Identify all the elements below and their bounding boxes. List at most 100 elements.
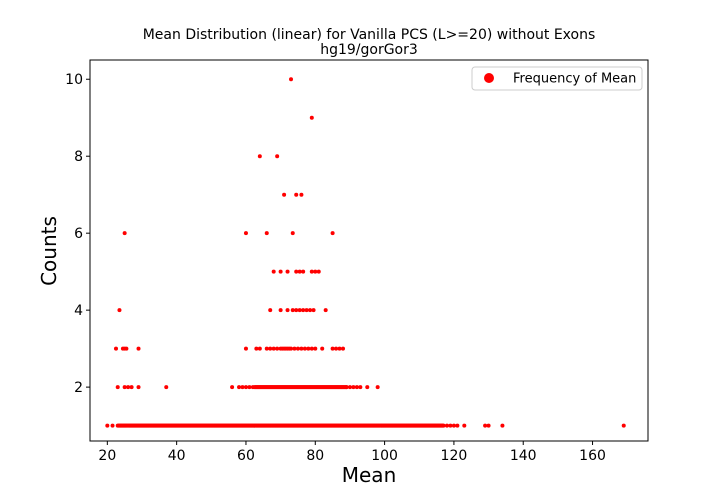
- data-point: [278, 308, 283, 313]
- data-point: [347, 385, 352, 390]
- data-point: [344, 385, 349, 390]
- data-point: [115, 385, 120, 390]
- data-point: [309, 269, 314, 274]
- data-point: [351, 385, 356, 390]
- data-point: [301, 269, 306, 274]
- x-tick-label: 20: [98, 448, 116, 464]
- data-point: [257, 346, 262, 351]
- data-point: [330, 231, 335, 236]
- data-point: [313, 346, 318, 351]
- chart-title: Mean Distribution (linear) for Vanilla P…: [143, 27, 596, 43]
- data-point: [365, 385, 370, 390]
- x-tick-label: 160: [579, 448, 606, 464]
- x-tick-label: 60: [237, 448, 255, 464]
- data-point: [136, 346, 141, 351]
- data-point: [282, 192, 287, 197]
- data-point: [122, 231, 127, 236]
- legend: Frequency of Mean: [471, 66, 643, 91]
- x-tick-label: 100: [371, 448, 398, 464]
- data-point: [278, 269, 283, 274]
- data-point: [126, 385, 131, 390]
- data-point: [268, 346, 273, 351]
- data-point: [308, 308, 313, 313]
- data-point: [621, 423, 626, 428]
- data-point: [113, 346, 118, 351]
- data-point: [299, 192, 304, 197]
- data-point: [247, 385, 252, 390]
- y-axis-label: Counts: [37, 216, 61, 286]
- y-tick-label: 2: [74, 380, 83, 396]
- data-point: [358, 385, 363, 390]
- data-point: [341, 346, 346, 351]
- data-point: [294, 192, 299, 197]
- y-tick-label: 10: [65, 72, 83, 88]
- data-point: [297, 308, 302, 313]
- data-point: [311, 308, 316, 313]
- data-point: [455, 423, 460, 428]
- data-point: [275, 154, 280, 159]
- legend-marker: [484, 73, 494, 83]
- data-point: [292, 346, 297, 351]
- y-tick-label: 6: [74, 226, 83, 242]
- data-point: [243, 346, 248, 351]
- points-layer: [105, 77, 626, 428]
- data-point: [243, 231, 248, 236]
- data-point: [301, 308, 306, 313]
- data-point: [334, 346, 339, 351]
- data-point: [105, 423, 110, 428]
- data-point: [264, 346, 269, 351]
- data-point: [295, 346, 300, 351]
- data-point: [124, 346, 129, 351]
- data-point: [354, 385, 359, 390]
- data-point: [250, 385, 255, 390]
- data-point: [297, 269, 302, 274]
- data-point: [375, 385, 380, 390]
- data-point: [294, 308, 299, 313]
- data-point: [117, 308, 122, 313]
- data-point: [122, 385, 127, 390]
- data-point: [240, 385, 245, 390]
- y-tick-label: 4: [74, 303, 83, 319]
- legend-box: [471, 66, 643, 91]
- data-point: [257, 154, 262, 159]
- data-point: [462, 423, 467, 428]
- legend-label: Frequency of Mean: [513, 72, 636, 87]
- data-point: [110, 423, 115, 428]
- data-point: [486, 423, 491, 428]
- x-tick-label: 120: [441, 448, 468, 464]
- data-point: [320, 346, 325, 351]
- data-point: [289, 77, 294, 82]
- x-axis-label: Mean: [342, 463, 397, 487]
- data-point: [500, 423, 505, 428]
- data-point: [330, 346, 335, 351]
- data-point: [136, 385, 141, 390]
- data-point: [441, 423, 446, 428]
- data-point: [264, 231, 269, 236]
- data-point: [285, 269, 290, 274]
- data-point: [129, 385, 134, 390]
- data-point: [304, 308, 309, 313]
- data-point: [444, 423, 449, 428]
- data-point: [268, 308, 273, 313]
- data-point: [254, 346, 259, 351]
- data-point: [323, 308, 328, 313]
- data-point: [483, 423, 488, 428]
- data-point: [448, 423, 453, 428]
- data-point: [237, 385, 242, 390]
- data-point: [275, 346, 280, 351]
- data-point: [294, 269, 299, 274]
- data-point: [285, 308, 290, 313]
- data-point: [290, 308, 295, 313]
- data-point: [313, 269, 318, 274]
- data-point: [164, 385, 169, 390]
- y-tick-label: 8: [74, 149, 83, 165]
- x-tick-label: 140: [510, 448, 537, 464]
- x-tick-label: 40: [168, 448, 186, 464]
- data-point: [306, 346, 311, 351]
- data-point: [289, 346, 294, 351]
- x-axis: 20 40 60 80 100 120 140 160: [98, 441, 606, 464]
- data-point: [243, 385, 248, 390]
- data-point: [337, 346, 342, 351]
- data-point: [299, 346, 304, 351]
